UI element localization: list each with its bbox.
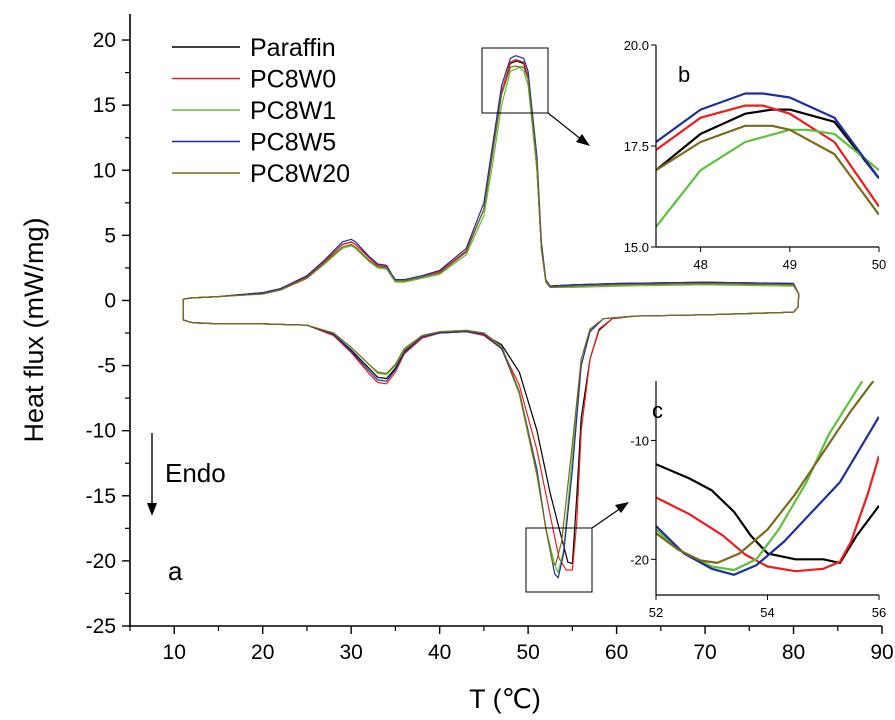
x-tick-label-50: 50 <box>516 641 539 664</box>
series-PC8W0-heating-line <box>182 311 794 571</box>
x-tick-label-60: 60 <box>605 641 628 664</box>
inset-x-tick-label-56: 56 <box>872 605 886 620</box>
legend-label-PC8W1: PC8W1 <box>250 97 336 125</box>
inset-background <box>656 381 879 595</box>
x-tick-label-20: 20 <box>251 641 274 664</box>
inset-series-PC8W5-line <box>656 92 879 179</box>
zoom-box-c <box>525 527 593 593</box>
legend-label-Paraffin: Paraffin <box>250 34 336 62</box>
inset-x-tick-label-54: 54 <box>760 605 774 620</box>
inset-series-PC8W0-line <box>656 104 879 208</box>
inset-x-tick-label-48: 48 <box>693 257 707 272</box>
inset-series-Paraffin-line <box>656 108 879 179</box>
zoom-box-b <box>481 47 549 114</box>
y-tick-label-15: 15 <box>93 94 116 117</box>
y-tick-label-0: 0 <box>104 289 116 312</box>
zoom-arrow-b-head <box>576 134 590 146</box>
endo-annotation: Endo <box>165 458 226 488</box>
inset-x-tick-label-50: 50 <box>872 257 886 272</box>
y-axis-label: Heat flux (mW/mg) <box>19 217 49 442</box>
x-tick-label-80: 80 <box>782 641 805 664</box>
panel-label-c: c <box>652 398 663 423</box>
y-tick-label--25: -25 <box>86 615 116 638</box>
x-tick-label-90: 90 <box>870 641 893 664</box>
zoom-arrow-c-head <box>615 502 629 513</box>
inset-series-PC8W5-line <box>656 416 879 576</box>
series-PC8W20-heating-line <box>182 311 794 566</box>
legend-label-PC8W20: PC8W20 <box>250 160 350 188</box>
y-tick-label--10: -10 <box>86 420 116 443</box>
endo-arrow-icon <box>147 433 157 516</box>
y-tick-label--5: -5 <box>97 355 116 378</box>
y-tick-label-10: 10 <box>93 159 116 182</box>
y-tick-label-5: 5 <box>104 224 116 247</box>
inset-y-tick-label-17.5: 17.5 <box>624 139 649 154</box>
legend-label-PC8W0: PC8W0 <box>250 66 336 94</box>
inset-y-tick-label--20: -20 <box>630 552 649 567</box>
y-tick-label--15: -15 <box>86 485 116 508</box>
inset-y-tick-label-15: 15.0 <box>624 240 649 255</box>
x-tick-label-40: 40 <box>428 641 451 664</box>
inset-x-tick-label-49: 49 <box>783 257 797 272</box>
inset-curves <box>656 381 879 576</box>
inset-series-PC8W20-line <box>656 381 875 564</box>
legend-label-PC8W5: PC8W5 <box>250 129 336 157</box>
inset-y-tick-label--10: -10 <box>630 433 649 448</box>
inset-y-tick-label-20: 20.0 <box>624 38 649 53</box>
series-PC8W20-cooling-line <box>182 65 800 320</box>
series-PC8W5-cooling-line <box>182 55 800 320</box>
x-tick-label-70: 70 <box>693 641 716 664</box>
x-tick-label-10: 10 <box>163 641 186 664</box>
y-tick-label-20: 20 <box>93 29 116 52</box>
inset-series-PC8W0-line <box>656 455 879 573</box>
zoom-arrow-b-line <box>547 112 583 141</box>
panel-label-a: a <box>168 556 183 586</box>
inset-curves <box>656 92 879 228</box>
zoom-arrow-c-line <box>591 507 622 529</box>
panel-label-b: b <box>678 62 690 87</box>
main-plot: Heat flux (mW/mg) T (℃) a Endo 10 20 30 40 5… <box>19 14 894 714</box>
series-PC8W5-heating-line <box>182 311 794 579</box>
x-axis-label: T (℃) <box>469 684 541 714</box>
inset-b-plot: 48 49 50 15.0 17.5 20.0 b <box>624 38 887 272</box>
inset-c-plot: 52 54 56 -10 -20 c <box>630 381 886 620</box>
x-tick-label-30: 30 <box>339 641 362 664</box>
y-tick-label--20: -20 <box>86 550 116 573</box>
inset-x-tick-label-52: 52 <box>649 605 663 620</box>
inset-series-PC8W20-line <box>656 124 879 216</box>
